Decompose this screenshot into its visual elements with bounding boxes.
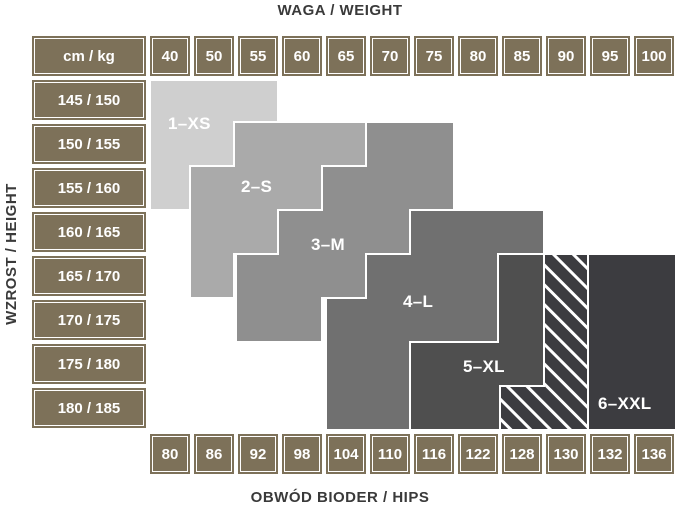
weight-cell: 50 [192,34,236,78]
weight-cell: 55 [236,34,280,78]
corner-unit-cell-label: cm / kg [63,47,115,65]
weight-cell: 90 [544,34,588,78]
weight-cell-label: 90 [557,47,575,65]
hips-cell-label: 116 [421,445,447,463]
height-cell: 165 / 170 [30,254,148,298]
size-region-xxl-overlap [499,253,589,431]
hips-cell: 122 [456,432,500,476]
weight-cell: 100 [632,34,676,78]
height-cell-label: 165 / 170 [57,267,121,285]
hips-cell-label: 104 [333,445,359,463]
hips-cell: 98 [280,432,324,476]
weight-cell: 95 [588,34,632,78]
weight-cell: 85 [500,34,544,78]
hips-cell: 104 [324,432,368,476]
hips-cell-label: 98 [293,445,311,463]
height-cell: 155 / 160 [30,166,148,210]
weight-cell-label: 55 [249,47,267,65]
weight-cell-label: 75 [425,47,443,65]
height-cell: 145 / 150 [30,78,148,122]
hips-cell: 116 [412,432,456,476]
height-cell-label: 170 / 175 [57,311,121,329]
height-cell-label: 155 / 160 [57,179,121,197]
weight-cell: 70 [368,34,412,78]
weight-cell: 75 [412,34,456,78]
hips-cell: 86 [192,432,236,476]
height-cell-label: 180 / 185 [57,399,121,417]
hips-cell: 128 [500,432,544,476]
hips-cell-label: 110 [377,445,403,463]
size-label-xs: 1–XS [168,114,211,133]
height-cell-label: 175 / 180 [57,355,121,373]
weight-cell-label: 50 [205,47,223,65]
hips-cell-label: 128 [509,445,535,463]
weight-cell-label: 70 [381,47,399,65]
weight-cell-label: 40 [161,47,179,65]
height-cell-label: 150 / 155 [57,135,121,153]
height-cell: 175 / 180 [30,342,148,386]
hips-cell-label: 130 [553,445,579,463]
hips-cell: 110 [368,432,412,476]
height-cell: 170 / 175 [30,298,148,342]
hips-cell: 80 [148,432,192,476]
hips-cell-label: 92 [249,445,267,463]
height-cell-label: 145 / 150 [57,91,121,109]
weight-cell-label: 95 [601,47,619,65]
weight-cell-label: 80 [469,47,487,65]
hips-cell: 132 [588,432,632,476]
hips-cell: 136 [632,432,676,476]
hips-cell-label: 80 [161,445,179,463]
size-label-m: 3–M [311,235,345,254]
weight-cell-label: 65 [337,47,355,65]
hips-cell-label: 122 [465,445,491,463]
hips-cell: 130 [544,432,588,476]
height-cell-label: 160 / 165 [57,223,121,241]
weight-cell: 40 [148,34,192,78]
hips-axis-title: OBWÓD BIODER / HIPS [250,489,430,506]
weight-axis-title: WAGA / WEIGHT [277,2,403,19]
size-label-l: 4–L [403,292,434,311]
hips-cell-label: 136 [641,445,667,463]
size-label-xl: 5–XL [463,357,505,376]
weight-cell-label: 100 [641,47,667,65]
weight-cell: 65 [324,34,368,78]
height-cell: 180 / 185 [30,386,148,430]
height-cell: 160 / 165 [30,210,148,254]
size-label-xxl: 6–XXL [598,394,652,413]
weight-cell-label: 60 [293,47,311,65]
hips-cell-label: 132 [597,445,623,463]
height-cell: 150 / 155 [30,122,148,166]
size-label-s: 2–S [241,177,273,196]
corner-unit-cell: cm / kg [30,34,148,78]
weight-cell: 60 [280,34,324,78]
weight-cell-label: 85 [513,47,531,65]
weight-cell: 80 [456,34,500,78]
hips-cell-label: 86 [205,445,223,463]
hips-cell: 92 [236,432,280,476]
